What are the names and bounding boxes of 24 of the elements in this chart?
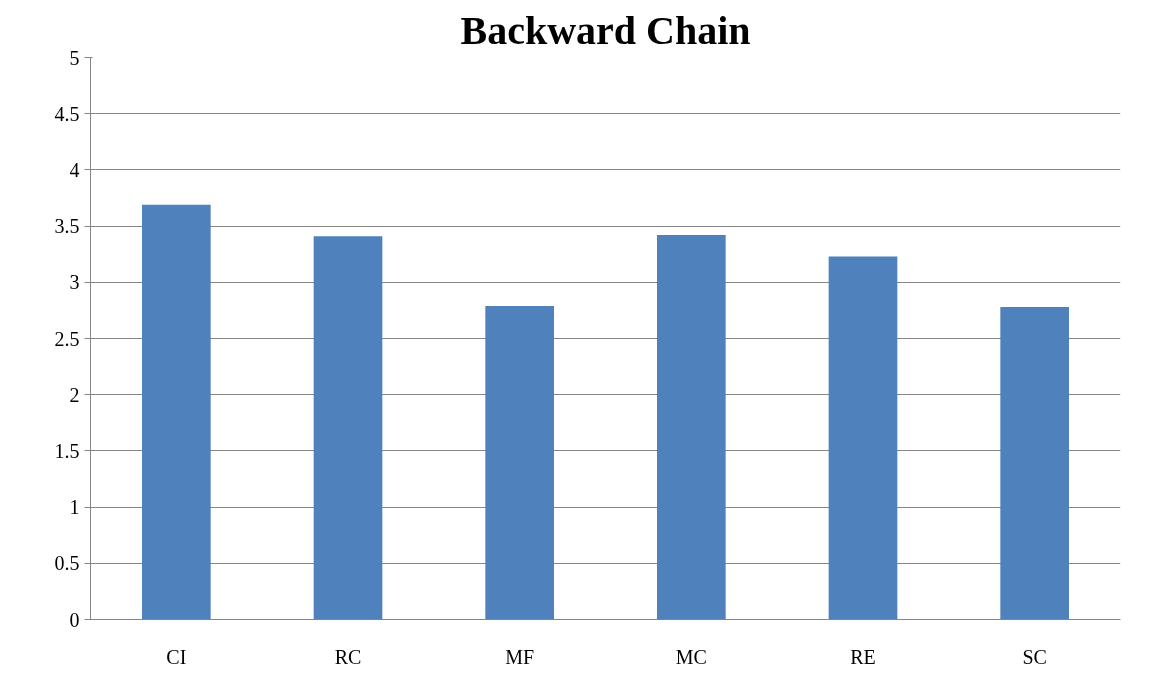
bar xyxy=(313,236,383,620)
y-tick-label: 4.5 xyxy=(54,102,80,125)
bar xyxy=(828,256,898,620)
bar xyxy=(485,305,554,620)
x-tick-label: CI xyxy=(166,645,187,668)
y-tick-label: 3.5 xyxy=(54,215,80,238)
x-tick-label: RE xyxy=(850,645,876,668)
y-tick-label: 5 xyxy=(69,46,80,69)
x-tick-label: RC xyxy=(334,645,362,668)
y-tick-label: 3 xyxy=(69,271,80,294)
y-tick-label: 0 xyxy=(69,608,80,631)
y-tick-label: 4 xyxy=(69,158,80,181)
y-tick-label: 2 xyxy=(69,383,80,406)
bar xyxy=(142,204,211,620)
y-tick-label: 0.5 xyxy=(54,552,80,575)
y-tick-label: 2.5 xyxy=(54,327,80,350)
bar xyxy=(657,235,726,620)
x-tick-label: MC xyxy=(675,645,707,668)
x-tick-label: SC xyxy=(1022,645,1047,668)
y-tick-label: 1.5 xyxy=(54,439,80,462)
y-tick-label: 1 xyxy=(69,496,80,519)
bar xyxy=(1000,307,1069,620)
x-tick-label: MF xyxy=(505,645,535,668)
chart-title: Backward Chain xyxy=(460,7,751,53)
